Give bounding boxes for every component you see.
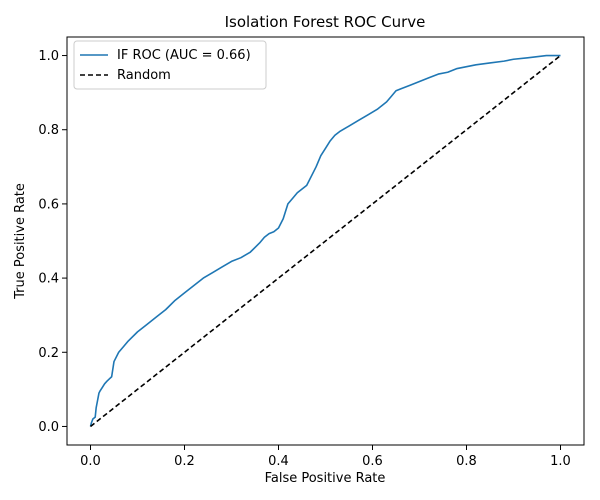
x-tick-label: 0.4	[268, 454, 289, 469]
y-axis: 0.0 0.2 0.4 0.6 0.8 1.0	[38, 49, 67, 435]
legend-label-random: Random	[117, 68, 171, 83]
y-tick-label: 0.8	[38, 123, 59, 138]
plot-frame	[66, 36, 585, 446]
series-line-if-roc	[89, 54, 561, 427]
x-tick-label: 0.6	[362, 454, 383, 469]
x-axis-label: False Positive Rate	[265, 471, 386, 486]
legend: IF ROC (AUC = 0.66) Random	[73, 40, 267, 90]
y-tick-label: 0.4	[38, 272, 59, 287]
y-axis-label: True Positive Rate	[13, 183, 28, 300]
x-tick-label: 0.8	[456, 454, 477, 469]
x-axis: 0.0 0.2 0.4 0.6 0.8 1.0	[80, 445, 571, 469]
y-tick-label: 0.6	[38, 197, 59, 212]
legend-label-if-roc: IF ROC (AUC = 0.66)	[117, 48, 251, 63]
chart-title: Isolation Forest ROC Curve	[225, 13, 426, 31]
y-tick-label: 0.0	[38, 420, 59, 435]
x-tick-label: 0.0	[80, 454, 101, 469]
y-tick-label: 0.2	[38, 346, 59, 361]
x-tick-label: 0.2	[174, 454, 195, 469]
series-line-random	[90, 54, 561, 428]
legend-box	[73, 40, 267, 90]
y-tick-label: 1.0	[38, 49, 59, 64]
series-layer	[89, 54, 561, 428]
x-tick-label: 1.0	[550, 454, 571, 469]
